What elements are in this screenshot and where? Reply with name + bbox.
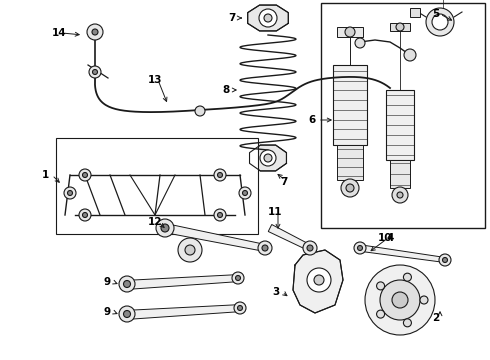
Circle shape xyxy=(92,29,98,35)
Bar xyxy=(333,65,367,145)
Circle shape xyxy=(346,184,354,192)
Circle shape xyxy=(303,241,317,255)
Circle shape xyxy=(354,242,366,254)
Circle shape xyxy=(93,69,98,75)
Circle shape xyxy=(432,14,448,30)
Circle shape xyxy=(264,14,272,22)
Circle shape xyxy=(397,192,403,198)
Circle shape xyxy=(218,212,222,217)
Text: 13: 13 xyxy=(148,75,163,85)
Circle shape xyxy=(377,310,385,318)
Text: 9: 9 xyxy=(103,277,110,287)
Polygon shape xyxy=(164,224,266,251)
Circle shape xyxy=(314,275,324,285)
Circle shape xyxy=(345,27,355,37)
Circle shape xyxy=(195,106,205,116)
Circle shape xyxy=(307,245,313,251)
Circle shape xyxy=(214,169,226,181)
Circle shape xyxy=(426,8,454,36)
Circle shape xyxy=(119,306,135,322)
Circle shape xyxy=(262,245,268,251)
Circle shape xyxy=(380,280,420,320)
Circle shape xyxy=(232,272,244,284)
Circle shape xyxy=(259,9,277,27)
Circle shape xyxy=(377,282,385,290)
Circle shape xyxy=(214,209,226,221)
Circle shape xyxy=(307,268,331,292)
Bar xyxy=(337,27,363,37)
Circle shape xyxy=(239,187,251,199)
Polygon shape xyxy=(293,250,343,313)
Polygon shape xyxy=(268,225,311,251)
Bar xyxy=(321,3,485,228)
Text: 12: 12 xyxy=(148,217,163,227)
Circle shape xyxy=(420,296,428,304)
Text: 4: 4 xyxy=(386,233,393,243)
Circle shape xyxy=(234,302,246,314)
Circle shape xyxy=(392,292,408,308)
Text: 8: 8 xyxy=(222,85,229,95)
Circle shape xyxy=(243,190,247,195)
Text: 11: 11 xyxy=(268,207,283,217)
Bar xyxy=(56,138,258,234)
Text: 10: 10 xyxy=(378,233,392,243)
Text: 6: 6 xyxy=(308,115,315,125)
Bar xyxy=(386,90,414,160)
Text: 9: 9 xyxy=(103,307,110,317)
Circle shape xyxy=(260,150,276,166)
Circle shape xyxy=(264,154,272,162)
Text: 7: 7 xyxy=(228,13,235,23)
Circle shape xyxy=(64,187,76,199)
Text: 14: 14 xyxy=(52,28,67,38)
Circle shape xyxy=(79,169,91,181)
Bar xyxy=(390,23,410,31)
Circle shape xyxy=(119,276,135,292)
Polygon shape xyxy=(125,275,240,289)
Circle shape xyxy=(68,190,73,195)
Circle shape xyxy=(178,238,202,262)
Circle shape xyxy=(442,257,447,262)
Circle shape xyxy=(79,209,91,221)
Circle shape xyxy=(358,246,363,251)
Circle shape xyxy=(355,38,365,48)
Circle shape xyxy=(341,179,359,197)
Circle shape xyxy=(218,172,222,177)
Text: 3: 3 xyxy=(272,287,279,297)
Circle shape xyxy=(123,310,130,318)
Text: 1: 1 xyxy=(42,170,49,180)
Circle shape xyxy=(236,275,241,280)
Bar xyxy=(390,160,410,188)
Text: 2: 2 xyxy=(432,313,439,323)
Polygon shape xyxy=(360,245,445,262)
Circle shape xyxy=(82,172,88,177)
Circle shape xyxy=(396,23,404,31)
Circle shape xyxy=(156,219,174,237)
Text: 5: 5 xyxy=(432,9,439,19)
Polygon shape xyxy=(125,305,242,320)
Circle shape xyxy=(87,24,103,40)
Circle shape xyxy=(403,273,412,281)
Circle shape xyxy=(258,241,272,255)
Polygon shape xyxy=(247,5,288,31)
Circle shape xyxy=(439,254,451,266)
Circle shape xyxy=(82,212,88,217)
Circle shape xyxy=(185,245,195,255)
Circle shape xyxy=(123,280,130,288)
Circle shape xyxy=(89,66,101,78)
Bar xyxy=(337,145,363,180)
Circle shape xyxy=(404,49,416,61)
Circle shape xyxy=(403,319,412,327)
Circle shape xyxy=(238,306,243,310)
Circle shape xyxy=(161,224,169,232)
Circle shape xyxy=(365,265,435,335)
Polygon shape xyxy=(249,145,287,171)
Bar xyxy=(410,8,420,17)
Circle shape xyxy=(392,187,408,203)
Text: 7: 7 xyxy=(280,177,287,187)
